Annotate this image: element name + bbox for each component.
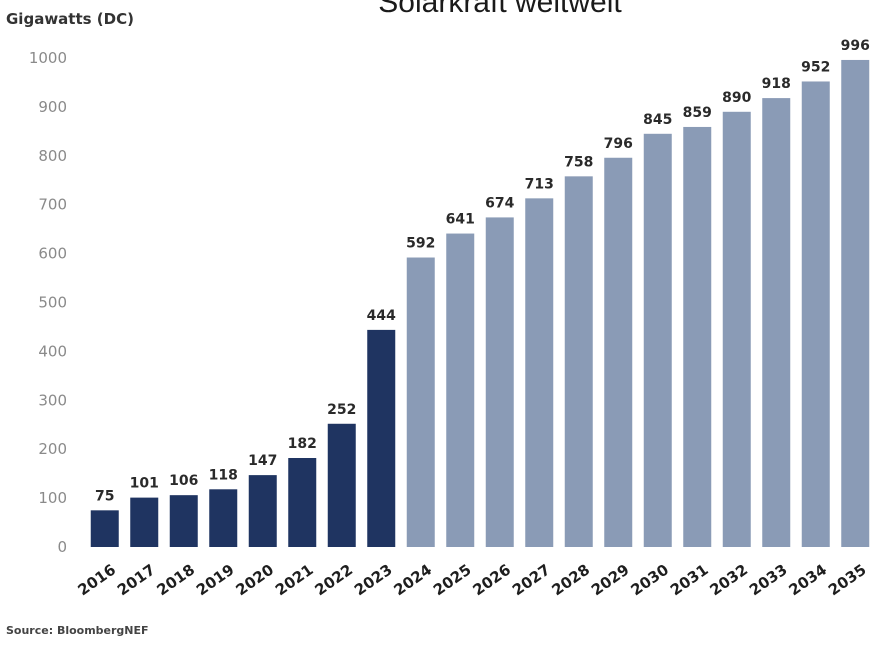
y-tick-label: 400 [38,342,67,360]
bar-2018 [169,495,198,547]
data-label-2022: 252 [327,402,356,418]
data-label-2026: 674 [485,195,514,211]
y-tick-label: 100 [38,489,67,507]
x-tick-label: 2035 [825,561,870,600]
y-tick-label: 500 [38,294,67,312]
x-tick-label: 2023 [351,561,396,600]
y-tick-label: 300 [38,391,67,409]
y-axis-ticks: 0 100 200 300 400 500 600 700 800 900 1000 [29,49,67,556]
data-label-2020: 147 [248,453,277,469]
x-tick-label: 2020 [233,561,278,600]
bar-2027 [525,198,554,547]
data-label-2016: 75 [95,488,114,504]
x-tick-label: 2018 [154,561,199,600]
bar-2026 [485,217,514,547]
bar-2021 [288,458,317,547]
y-tick-label: 1000 [29,49,67,67]
bar-2033 [762,98,791,548]
data-label-2024: 592 [406,236,435,252]
x-tick-label: 2032 [707,561,752,600]
source-note: Source: BloombergNEF [6,624,149,637]
y-tick-label: 800 [38,147,67,165]
y-axis-unit-label: Gigawatts (DC) [6,10,134,28]
y-tick-label: 0 [57,538,67,556]
data-label-2023: 444 [367,308,396,324]
chart-title: Solarkraft weltweit [378,0,622,19]
data-label-2035: 996 [841,38,870,54]
y-tick-label: 600 [38,245,67,263]
bars [90,59,870,548]
data-label-2025: 641 [446,212,475,228]
data-label-2017: 101 [130,476,159,492]
x-axis-ticks: 2016201720182019202020212022202320242025… [75,561,870,600]
x-tick-label: 2031 [667,561,712,600]
bar-2028 [564,176,593,547]
x-tick-label: 2028 [549,561,594,600]
x-tick-label: 2017 [114,561,159,600]
bar-2017 [130,497,159,547]
x-tick-label: 2030 [628,561,673,600]
data-label-2018: 106 [169,473,198,489]
bar-2035 [841,59,870,548]
data-label-2032: 890 [722,90,751,106]
y-tick-label: 700 [38,196,67,214]
bar-2016 [90,510,119,547]
x-tick-label: 2027 [509,561,554,600]
bar-2025 [446,233,475,547]
data-label-2019: 118 [209,467,238,483]
x-tick-label: 2024 [391,561,436,600]
x-tick-label: 2019 [193,561,238,600]
bar-2022 [327,423,356,547]
x-tick-label: 2016 [75,561,120,600]
data-label-2027: 713 [525,176,554,192]
bar-2019 [209,489,238,547]
bar-2023 [367,329,396,547]
data-label-2021: 182 [288,436,317,452]
data-labels: 75 101 106 118 147 182 252 444 592 641 674 713 758 79… [95,38,870,504]
data-label-2028: 758 [564,154,593,170]
data-label-2030: 845 [643,112,672,128]
bar-2032 [722,111,751,547]
x-tick-label: 2029 [588,561,633,600]
y-tick-label: 900 [38,98,67,116]
x-tick-label: 2021 [272,561,317,600]
bar-2024 [406,257,435,547]
x-tick-label: 2034 [786,561,831,600]
x-tick-label: 2026 [470,561,515,600]
bar-2030 [643,133,672,548]
data-label-2029: 796 [604,136,633,152]
data-label-2033: 918 [762,76,791,92]
x-tick-label: 2022 [312,561,357,600]
bar-2029 [604,157,633,548]
data-label-2034: 952 [801,59,830,75]
bar-2034 [801,81,830,548]
y-tick-label: 200 [38,440,67,458]
bar-2031 [683,126,712,547]
x-tick-label: 2033 [746,561,791,600]
bar-2020 [248,475,277,547]
data-label-2031: 859 [683,105,712,121]
x-tick-label: 2025 [430,561,475,600]
